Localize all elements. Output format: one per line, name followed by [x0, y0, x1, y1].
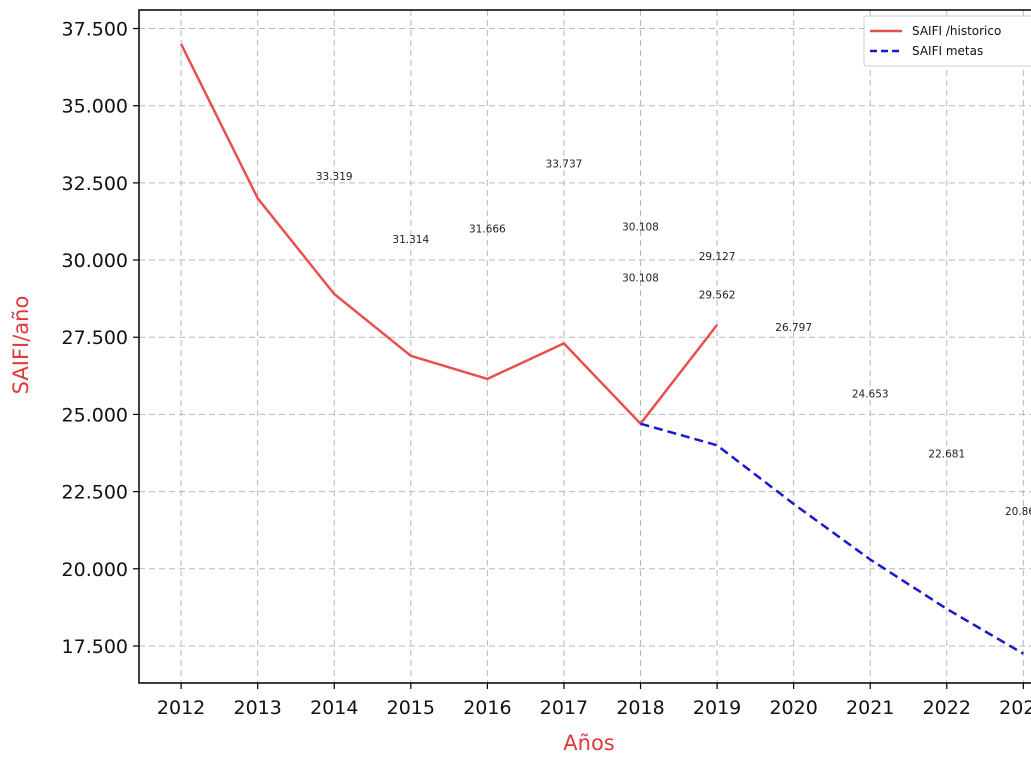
data-label: 24.653	[852, 388, 889, 400]
data-label: 29.562	[699, 290, 736, 302]
y-axis-label: SAIFI/año	[9, 296, 33, 395]
legend: SAIFI /historico SAIFI metas	[863, 15, 1031, 67]
x-axis-ticks: 2012 2013 2014 2015 2016 2017 2018 2019 2020 2021…	[157, 683, 1031, 719]
y-tick-label: 20.000	[62, 559, 128, 581]
series-lines	[179, 43, 1024, 655]
y-tick-label: 25.000	[62, 404, 128, 426]
grid	[139, 10, 1031, 683]
x-tick-label: 2021	[846, 697, 894, 719]
data-label: 33.737	[546, 158, 583, 170]
y-tick-label: 22.500	[62, 482, 128, 504]
x-tick-label: 2016	[463, 697, 511, 719]
y-tick-label: 27.500	[62, 327, 128, 349]
data-label: 20.867	[1005, 506, 1031, 518]
x-tick-label: 2020	[769, 697, 817, 719]
data-label: 26.797	[775, 322, 812, 334]
y-tick-label: 30.000	[62, 250, 128, 272]
x-tick-label: 2013	[233, 697, 281, 719]
series-line-historico	[179, 43, 719, 425]
y-axis-ticks: 17.500 20.000 22.500 25.000 27.500 30.000 32.5…	[62, 19, 139, 658]
y-tick-label: 37.500	[62, 19, 128, 41]
plot-area-frame	[138, 9, 1031, 684]
x-tick-label: 2023	[999, 697, 1031, 719]
data-label: 29.127	[699, 251, 736, 263]
data-label: 31.314	[392, 234, 429, 246]
y-tick-label: 32.500	[62, 173, 128, 195]
x-tick-label: 2019	[693, 697, 741, 719]
x-tick-label: 2017	[540, 697, 588, 719]
legend-label-metas: SAIFI metas	[912, 44, 983, 58]
x-tick-label: 2012	[157, 697, 205, 719]
series-line-metas	[640, 422, 1024, 655]
data-label: 22.681	[928, 449, 965, 461]
x-tick-label: 2015	[387, 697, 435, 719]
legend-label-historico: SAIFI /historico	[912, 24, 1001, 38]
data-label: 33.319	[316, 171, 353, 183]
data-label: 30.108	[622, 222, 659, 234]
data-annotations: 33.319 31.314 31.666 33.737 30.108 30.108 29.1…	[316, 158, 1031, 517]
legend-box	[863, 15, 1031, 67]
data-label: 31.666	[469, 223, 506, 235]
data-label: 30.108	[622, 273, 659, 285]
x-tick-label: 2022	[923, 697, 971, 719]
x-tick-label: 2014	[310, 697, 358, 719]
y-tick-label: 35.000	[62, 96, 128, 118]
y-tick-label: 17.500	[62, 636, 128, 658]
x-axis-label: Años	[563, 731, 614, 755]
x-tick-label: 2018	[616, 697, 664, 719]
